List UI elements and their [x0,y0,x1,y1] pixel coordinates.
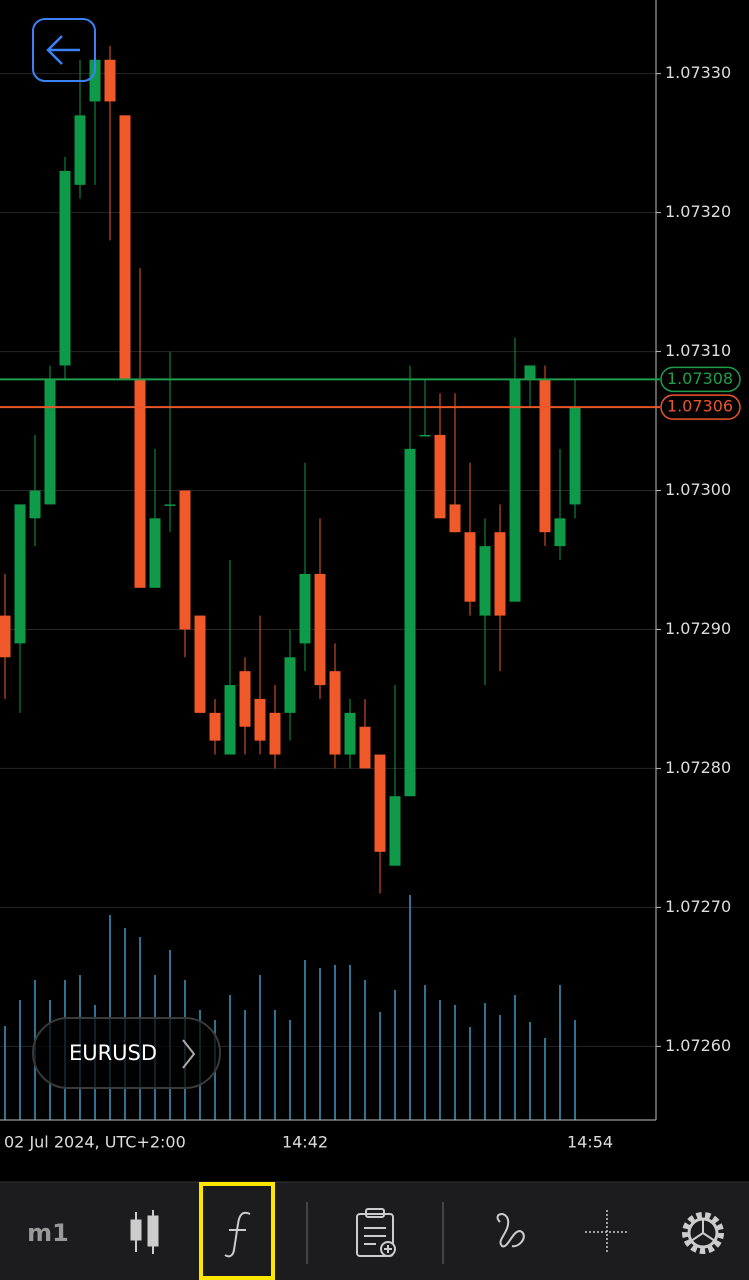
timeframe-button[interactable]: m1 [27,1219,69,1247]
highlight [199,1182,275,1280]
settings-button[interactable] [682,1212,724,1254]
y-tick-label: 1.07310 [665,341,731,360]
candle-body [239,671,251,727]
candle-body [359,726,371,769]
crosshair-button[interactable] [585,1210,629,1254]
candle-body [179,490,191,630]
candle-body [224,685,236,755]
candle-body [509,379,521,602]
candle-body [314,573,326,686]
x-tick-label: 14:42 [282,1133,328,1152]
candle-body [194,615,206,713]
candle-body [29,490,41,519]
back-arrow [46,35,80,65]
candle-body [479,546,491,616]
toolbar: m1 [0,1181,749,1280]
symbol-pill[interactable] [32,1017,221,1089]
icon-stroke [356,1213,394,1257]
price-tag [660,394,741,420]
candle-body [389,796,401,866]
draw-button[interactable] [496,1213,525,1248]
axes: 1.07260 1.07270 1.07280 1.07290 1.07300 1.073… [0,63,741,1152]
candle-body [374,754,386,852]
candle-body [44,379,56,505]
candle-body [329,671,341,755]
candle-body [164,504,176,506]
candle-body [434,434,446,519]
candle-body [284,657,296,713]
gear-teeth [682,1212,724,1254]
candle-body [344,712,356,755]
candles [0,45,581,894]
icon-stroke [364,1227,386,1245]
price-tag-label: 1.07308 [667,369,733,388]
candle-body [74,115,86,185]
icon-stroke [365,1208,385,1218]
candle-body [404,448,416,797]
x-tick-label: 02 Jul 2024, UTC+2:00 [4,1133,186,1152]
candle-body [539,379,551,533]
candle-body [449,504,461,533]
candle-body [149,518,161,588]
candle-body [419,434,431,437]
icon-stroke [384,1245,392,1253]
candle-body [104,59,116,102]
candle-body [119,115,131,380]
y-tick-label: 1.07320 [665,202,731,221]
candle-body [554,518,566,547]
candle-body [14,504,26,644]
y-tick-label: 1.07290 [665,619,731,638]
back-button-frame[interactable] [32,18,96,82]
candle-body [89,59,101,102]
price-tag [660,366,741,393]
candle-body [464,532,476,602]
symbol-label: EURUSD [69,1041,157,1065]
candle-body [209,712,221,741]
y-tick-label: 1.07280 [665,758,731,777]
orders-button[interactable] [356,1208,396,1257]
candle-body [254,698,266,741]
icon-body [130,1219,142,1241]
back-button[interactable] [32,18,96,82]
y-tick-label: 1.07270 [665,897,731,916]
candle-body [569,407,581,505]
chart-type-button[interactable] [130,1210,159,1254]
candle-body [299,573,311,644]
candle-body [134,379,146,588]
y-tick-label: 1.07300 [665,480,731,499]
symbol-button[interactable]: EURUSD [32,1017,221,1089]
y-tick-label: 1.07260 [665,1036,731,1055]
toolbar-bg [0,1182,749,1280]
candle-body [59,170,71,366]
candle-body [494,532,506,616]
chevron [182,1039,196,1069]
candle-body [0,615,11,658]
y-tick-label: 1.07330 [665,63,731,82]
indicators-button[interactable] [224,1211,251,1258]
gear-spokes [690,1219,716,1242]
icon-body [147,1215,159,1247]
candle-body [524,365,536,380]
candle-body [269,712,281,755]
x-tick-label: 14:54 [567,1133,613,1152]
price-tag-label: 1.07306 [667,397,733,416]
